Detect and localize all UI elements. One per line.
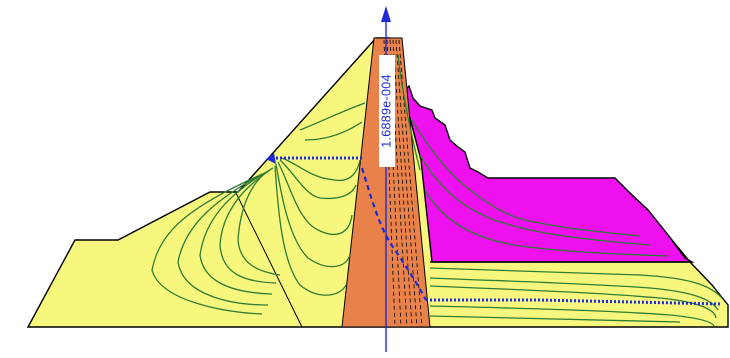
phreatic-entry-marker (266, 153, 276, 164)
core-equipotential-lines (383, 39, 423, 328)
flux-value-text: 1.6889e-004 (379, 74, 393, 148)
filter-zone (402, 84, 695, 263)
flow-lines (151, 54, 723, 327)
zone-boundary-line (235, 192, 303, 328)
phreatic-line (272, 156, 723, 306)
flux-value-label: 1.6889e-004 (379, 55, 395, 167)
